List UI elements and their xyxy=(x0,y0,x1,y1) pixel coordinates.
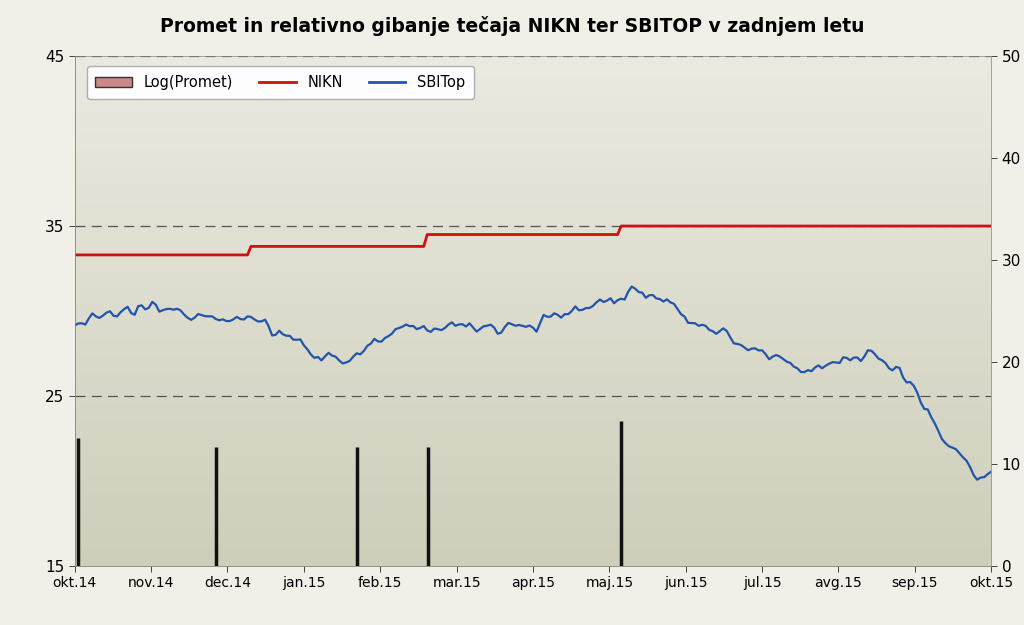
Text: Promet in relativno gibanje tečaja NIKN ter SBITOP v zadnjem letu: Promet in relativno gibanje tečaja NIKN … xyxy=(160,16,864,36)
Legend: Log(Promet), NIKN, SBITop: Log(Promet), NIKN, SBITop xyxy=(87,66,474,99)
